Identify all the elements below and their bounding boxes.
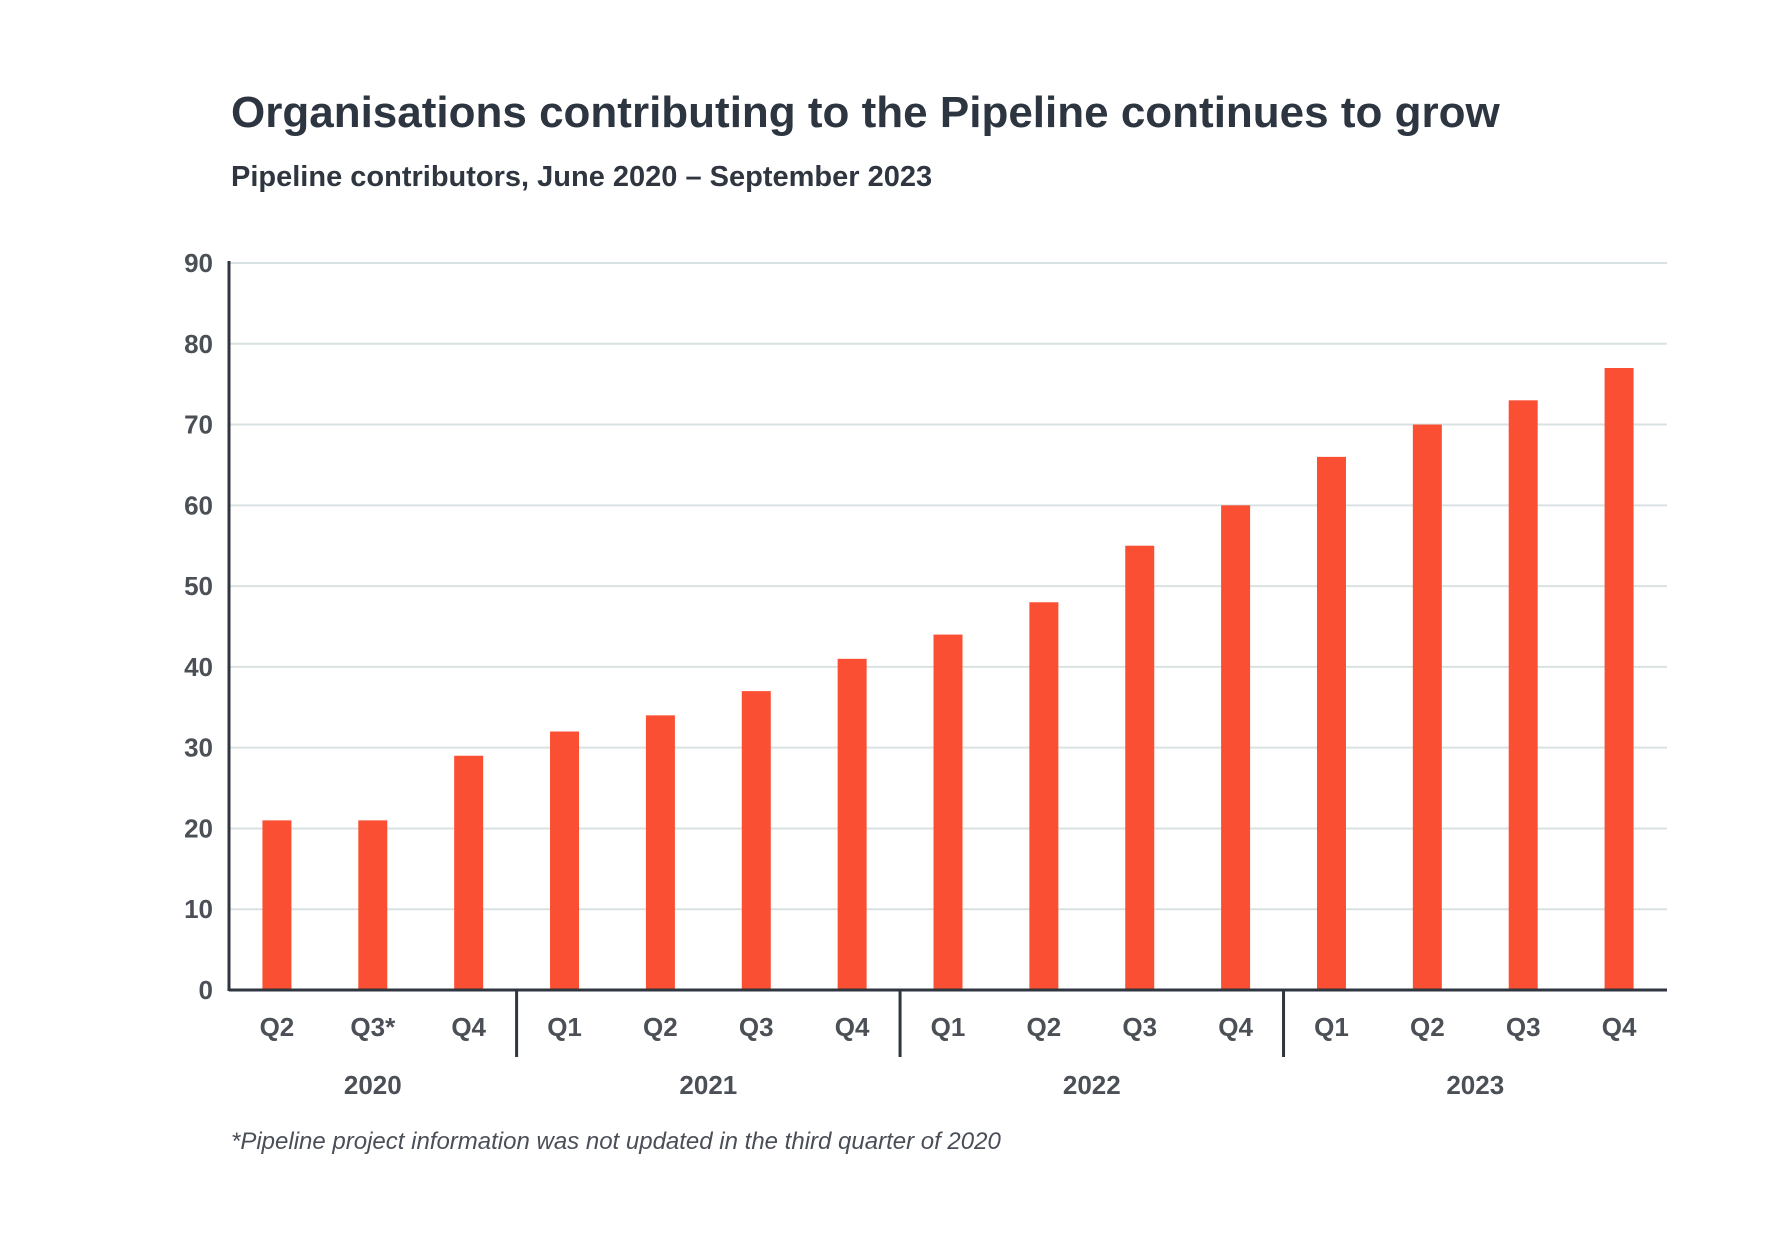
- x-tick-label: Q1: [931, 1012, 966, 1042]
- chart-title: Organisations contributing to the Pipeli…: [231, 88, 1500, 137]
- bar: [933, 634, 963, 990]
- y-tick-label: 0: [199, 975, 213, 1005]
- y-tick-label: 10: [184, 894, 213, 924]
- bar: [1029, 602, 1059, 990]
- x-tick-label: Q2: [643, 1012, 678, 1042]
- x-tick-label: Q4: [1218, 1012, 1253, 1042]
- bar: [1412, 424, 1442, 990]
- bar: [1125, 545, 1155, 990]
- bar: [1508, 400, 1538, 990]
- x-tick-label: Q3: [1122, 1012, 1157, 1042]
- x-tick-label: Q1: [1314, 1012, 1349, 1042]
- y-tick-label: 70: [184, 410, 213, 440]
- y-tick-label: 30: [184, 733, 213, 763]
- bar: [358, 820, 388, 990]
- x-tick-label: Q3: [1506, 1012, 1541, 1042]
- year-label: 2021: [679, 1070, 737, 1100]
- x-tick-label: Q4: [1602, 1012, 1637, 1042]
- x-tick-label: Q2: [1027, 1012, 1062, 1042]
- bar: [1221, 505, 1251, 990]
- bar: [837, 658, 867, 990]
- y-tick-label: 90: [184, 248, 213, 278]
- x-tick-label: Q2: [1410, 1012, 1445, 1042]
- x-tick-label: Q1: [547, 1012, 582, 1042]
- x-tick-label: Q3: [739, 1012, 774, 1042]
- bar: [262, 820, 292, 990]
- y-tick-label: 80: [184, 329, 213, 359]
- bar: [1604, 368, 1634, 990]
- x-tick-label: Q4: [835, 1012, 870, 1042]
- y-tick-label: 40: [184, 652, 213, 682]
- x-tick-label: Q4: [451, 1012, 486, 1042]
- year-label: 2023: [1446, 1070, 1504, 1100]
- x-tick-label: Q3*: [350, 1012, 396, 1042]
- x-tick-label: Q2: [260, 1012, 295, 1042]
- bar: [1316, 456, 1346, 990]
- chart-footnote: *Pipeline project information was not up…: [231, 1128, 1001, 1155]
- y-tick-label: 50: [184, 571, 213, 601]
- y-tick-label: 20: [184, 813, 213, 843]
- bar: [645, 715, 675, 990]
- bar: [741, 691, 771, 990]
- y-tick-label: 60: [184, 490, 213, 520]
- bar: [550, 731, 580, 990]
- year-label: 2022: [1063, 1070, 1121, 1100]
- chart-subtitle: Pipeline contributors, June 2020 – Septe…: [231, 161, 933, 193]
- year-label: 2020: [344, 1070, 402, 1100]
- bar: [454, 755, 484, 990]
